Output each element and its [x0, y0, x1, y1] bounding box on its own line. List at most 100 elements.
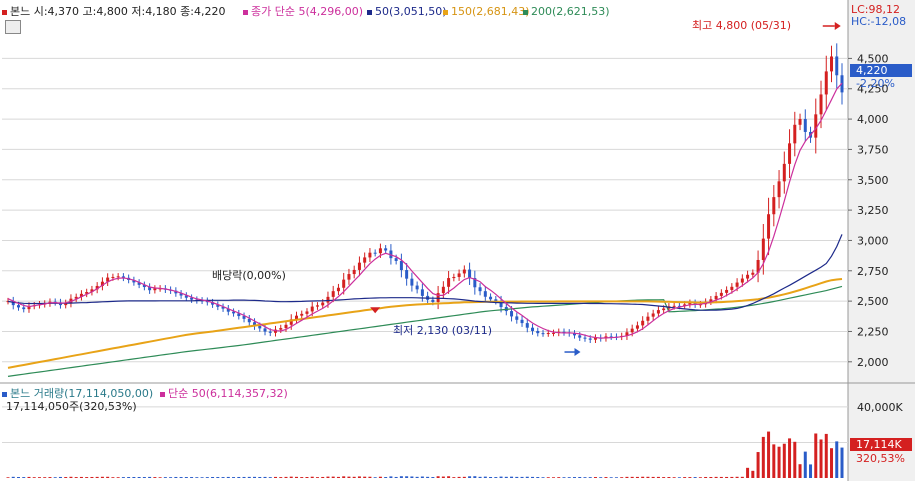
volume-bar [436, 476, 440, 478]
ma50-legend-text: 50(3,051,50) [375, 5, 447, 18]
volume-bar [226, 476, 230, 478]
volume-bar [761, 436, 765, 478]
volume-bar [116, 477, 120, 478]
volume-bar [22, 477, 26, 478]
volume-bar [384, 477, 388, 478]
volume-bar [520, 476, 524, 478]
candle-body [132, 280, 136, 283]
candle-body [263, 328, 267, 332]
candle-body [174, 290, 178, 294]
volume-bar [378, 476, 382, 478]
volume-bar [798, 464, 802, 478]
candle-body [232, 311, 236, 314]
volume-bar [205, 477, 209, 478]
candle-body [546, 333, 550, 335]
volume-bar [777, 446, 781, 478]
volume-bar [268, 477, 272, 478]
candle-body [342, 279, 346, 288]
volume-bar [405, 476, 409, 478]
volume-bar [494, 477, 498, 478]
volume-bar [478, 476, 482, 478]
ma200-legend: 200(2,621,53) [523, 5, 610, 18]
candle-body [772, 197, 776, 215]
price-tick-label: 4,250 [857, 83, 889, 96]
candle-body [399, 260, 403, 271]
candle-body [593, 337, 597, 340]
ma200-legend-marker [523, 9, 528, 15]
volume-sub-label: 17,114,050주(320,53%) [6, 400, 137, 413]
candle-body [216, 304, 220, 307]
price-info-legend: 본느 시:4,370 고:4,800 저:4,180 종:4,220 [2, 5, 226, 18]
volume-bar [426, 476, 430, 478]
candle-body [289, 319, 293, 325]
candle-body [384, 248, 388, 251]
candle-body [803, 118, 807, 132]
volume-bar [651, 476, 655, 478]
ma150-legend: 150(2,681,43) [443, 5, 530, 18]
volume-bar [221, 477, 225, 478]
volume-bar [793, 441, 797, 478]
volume-bar [6, 477, 10, 478]
candle-body [541, 333, 545, 335]
volume-bar [719, 476, 723, 478]
candle-body [284, 324, 288, 329]
volume-bar [510, 476, 514, 478]
volume-bar [840, 447, 844, 478]
candle-body [462, 269, 466, 274]
candle-body [352, 269, 356, 275]
volume-bar [462, 476, 466, 478]
ma200-legend-text: 200(2,621,53) [531, 5, 610, 18]
volume-bar [814, 433, 818, 478]
price-tick-label: 4,500 [857, 52, 889, 65]
volume-bar [824, 433, 828, 478]
volume-bar [609, 477, 613, 478]
volume-bar [64, 477, 68, 478]
candle-body [95, 285, 99, 290]
volume-bar [158, 477, 162, 478]
candle-body [714, 295, 718, 300]
candle-body [305, 311, 309, 314]
volume-bar [557, 477, 561, 478]
volume-bar [447, 476, 451, 478]
ma5-legend-marker [243, 9, 248, 15]
candle-body [814, 114, 818, 138]
volume-legend-marker [2, 391, 7, 397]
volume-bar [394, 476, 398, 478]
candle-body [394, 258, 398, 261]
volume-bar [263, 476, 267, 478]
volume-bar [531, 476, 535, 478]
chart-menu-icon[interactable] [5, 20, 21, 34]
candle-body [221, 306, 225, 309]
candle-body [268, 331, 272, 333]
volume-bar [90, 476, 94, 478]
volume-bar [431, 477, 435, 478]
volume-bar [809, 464, 813, 478]
ma150-legend-marker [443, 9, 448, 15]
dividend-annotation: 배당락(0,00%) [212, 269, 286, 282]
volume-bar [667, 477, 671, 478]
volume-bar [683, 477, 687, 478]
volume-bar [578, 477, 582, 478]
candle-body [16, 305, 20, 308]
volume-bar [536, 477, 540, 478]
candle-body [378, 248, 382, 254]
candle-body [22, 307, 26, 310]
candle-body [641, 320, 645, 326]
volume-bar [725, 476, 729, 478]
volume-bar [200, 477, 204, 478]
volume-bar [588, 477, 592, 478]
volume-bar [37, 477, 41, 478]
candle-body [688, 302, 692, 305]
candle-body [153, 288, 157, 291]
volume-bar [100, 476, 104, 478]
candle-body [824, 71, 828, 95]
volume-bar [132, 477, 136, 478]
price-info-text: 본느 시:4,370 고:4,800 저:4,180 종:4,220 [10, 5, 226, 18]
candle-body [494, 299, 498, 302]
candle-body [363, 257, 367, 263]
volume-bar [625, 476, 629, 478]
candle-body [111, 276, 115, 278]
volume-bar [698, 477, 702, 478]
low-annotation: 최저 2,130 (03/11) [393, 324, 493, 337]
